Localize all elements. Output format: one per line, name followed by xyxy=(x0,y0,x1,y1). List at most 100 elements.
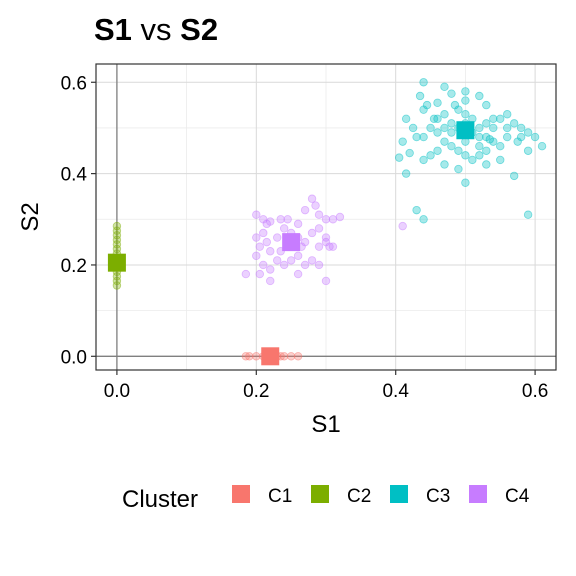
point-c4 xyxy=(273,233,282,242)
point-c3 xyxy=(482,100,491,110)
point-c3 xyxy=(447,119,456,128)
point-c3 xyxy=(509,171,519,181)
centroid-c4 xyxy=(282,233,301,252)
point-c2 xyxy=(112,231,122,240)
point-c4 xyxy=(276,215,285,224)
point-c4 xyxy=(314,242,324,251)
x-tick-label: 0.6 xyxy=(522,381,548,402)
point-c3 xyxy=(398,137,407,146)
point-c4 xyxy=(321,233,331,242)
y-tick-label: 0.4 xyxy=(61,165,88,186)
point-c4 xyxy=(266,247,275,256)
point-c3 xyxy=(461,178,470,187)
point-c3 xyxy=(440,82,449,92)
point-c3 xyxy=(523,146,533,155)
point-c3 xyxy=(489,123,498,133)
point-c4 xyxy=(266,265,275,274)
legend-label-c1: C1 xyxy=(268,486,292,507)
point-c4 xyxy=(262,219,271,229)
point-c3 xyxy=(489,114,498,124)
point-c4 xyxy=(307,256,317,265)
point-c3 xyxy=(405,148,414,158)
point-c4 xyxy=(241,269,251,279)
point-c4 xyxy=(255,242,264,251)
y-tick-label: 0.2 xyxy=(61,256,87,277)
centroid-c3 xyxy=(456,121,475,140)
point-c4 xyxy=(307,228,317,238)
point-c4 xyxy=(335,212,345,222)
point-c3 xyxy=(401,169,411,178)
point-c3 xyxy=(440,123,449,133)
x-tick-label: 0.4 xyxy=(382,381,409,402)
legend-label-c3: C3 xyxy=(426,486,450,507)
y-tick-label: 0.6 xyxy=(61,73,87,94)
point-c3 xyxy=(503,110,512,119)
point-c2 xyxy=(112,226,122,235)
point-c4 xyxy=(307,194,317,203)
legend-label-c2: C2 xyxy=(347,486,371,507)
data-points xyxy=(112,78,547,361)
point-c3 xyxy=(412,132,421,142)
point-c4 xyxy=(259,228,268,238)
point-c4 xyxy=(252,251,261,261)
point-c4 xyxy=(279,260,289,270)
point-c3 xyxy=(523,210,533,219)
point-c3 xyxy=(447,128,456,137)
point-c3 xyxy=(454,146,463,155)
reference-lines xyxy=(96,64,556,370)
point-c3 xyxy=(475,132,484,142)
point-c3 xyxy=(482,146,491,155)
point-c1 xyxy=(245,352,254,361)
x-tick-label: 0.2 xyxy=(243,381,269,402)
point-c1 xyxy=(252,352,261,361)
point-c4 xyxy=(266,276,275,286)
point-c3 xyxy=(530,132,540,142)
point-c3 xyxy=(440,160,449,169)
point-c3 xyxy=(426,123,435,133)
point-c1 xyxy=(279,352,289,361)
x-axis-ticks: 0.0 0.2 0.4 0.6 xyxy=(104,370,548,402)
x-axis-title: S1 xyxy=(311,411,340,438)
point-c4 xyxy=(314,210,324,219)
point-c3 xyxy=(426,151,435,160)
point-c2 xyxy=(112,221,122,231)
point-c2 xyxy=(112,276,122,286)
point-c4 xyxy=(286,256,296,265)
point-c3 xyxy=(447,89,456,98)
point-c4 xyxy=(328,215,338,224)
point-c3 xyxy=(485,135,494,144)
point-c3 xyxy=(429,114,439,124)
point-c3 xyxy=(415,91,425,101)
point-c3 xyxy=(440,110,449,119)
legend-label-c4: C4 xyxy=(505,486,530,507)
point-c2 xyxy=(112,244,122,254)
chart-title-part: S1 xyxy=(94,12,132,47)
y-axis-ticks: 0.0 0.2 0.4 0.6 xyxy=(61,73,96,368)
chart-title-part: vs xyxy=(132,12,180,47)
point-c3 xyxy=(419,155,428,165)
point-c1 xyxy=(293,352,303,361)
point-c3 xyxy=(394,153,404,162)
point-c3 xyxy=(450,100,460,110)
point-c4 xyxy=(398,221,407,231)
point-c3 xyxy=(516,132,526,142)
point-c3 xyxy=(419,78,428,87)
point-c3 xyxy=(461,110,470,119)
y-tick-label: 0.0 xyxy=(61,347,87,368)
point-c3 xyxy=(412,205,421,215)
point-c4 xyxy=(328,242,338,251)
point-c3 xyxy=(475,151,484,160)
point-c4 xyxy=(321,237,331,247)
point-c3 xyxy=(433,128,442,137)
legend-title: Cluster xyxy=(122,486,198,513)
point-c3 xyxy=(475,142,484,151)
point-c3 xyxy=(537,142,547,151)
point-c3 xyxy=(433,146,442,155)
centroid-c1 xyxy=(261,347,280,366)
point-c4 xyxy=(321,215,331,224)
point-c2 xyxy=(112,272,122,281)
point-c3 xyxy=(419,132,428,142)
point-c4 xyxy=(293,251,303,261)
point-c1 xyxy=(286,352,296,361)
